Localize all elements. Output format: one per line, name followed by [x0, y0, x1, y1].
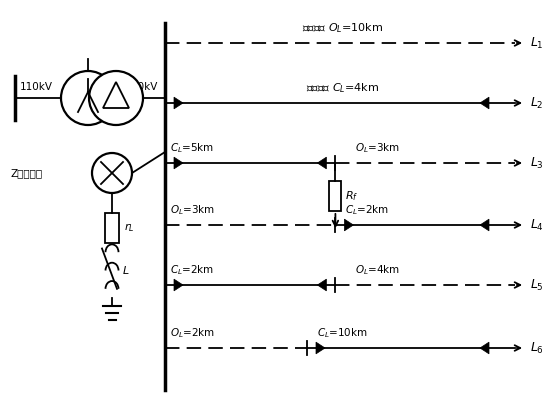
- Polygon shape: [174, 279, 183, 291]
- Text: 110kV: 110kV: [20, 82, 53, 92]
- Circle shape: [89, 71, 143, 125]
- Text: 电缆线路 $C_L$=4km: 电缆线路 $C_L$=4km: [306, 81, 379, 95]
- Polygon shape: [345, 219, 354, 231]
- Text: Z型变压器: Z型变压器: [10, 168, 42, 178]
- Polygon shape: [317, 157, 326, 169]
- Polygon shape: [480, 97, 489, 109]
- Text: $L_2$: $L_2$: [530, 95, 543, 111]
- Polygon shape: [480, 342, 489, 354]
- Circle shape: [61, 71, 115, 125]
- Text: 10kV: 10kV: [132, 82, 158, 92]
- Text: $r_L$: $r_L$: [124, 222, 134, 235]
- Text: $C_L$=2km: $C_L$=2km: [170, 263, 214, 277]
- Text: $L$: $L$: [122, 264, 129, 277]
- Text: $R_f$: $R_f$: [345, 189, 359, 203]
- Text: $L_4$: $L_4$: [530, 217, 544, 233]
- Circle shape: [92, 153, 132, 193]
- Text: $L_6$: $L_6$: [530, 340, 544, 355]
- Bar: [105, 213, 119, 243]
- Polygon shape: [317, 279, 326, 291]
- Text: $C_L$=2km: $C_L$=2km: [345, 203, 390, 217]
- Text: $O_L$=3km: $O_L$=3km: [170, 203, 215, 217]
- Polygon shape: [174, 97, 183, 109]
- Text: $L_5$: $L_5$: [530, 277, 544, 293]
- Text: $O_L$=2km: $O_L$=2km: [170, 326, 215, 340]
- Text: $O_L$=4km: $O_L$=4km: [355, 263, 401, 277]
- Text: 架空线路 $O_L$=10km: 架空线路 $O_L$=10km: [302, 21, 383, 35]
- Polygon shape: [316, 342, 325, 354]
- Text: $L_1$: $L_1$: [530, 35, 544, 51]
- Text: $O_L$=3km: $O_L$=3km: [355, 141, 401, 155]
- Text: $C_L$=10km: $C_L$=10km: [317, 326, 368, 340]
- Text: $L_3$: $L_3$: [530, 155, 544, 171]
- Polygon shape: [174, 157, 183, 169]
- Text: $C_L$=5km: $C_L$=5km: [170, 141, 214, 155]
- Polygon shape: [480, 219, 489, 231]
- Bar: [330, 181, 341, 211]
